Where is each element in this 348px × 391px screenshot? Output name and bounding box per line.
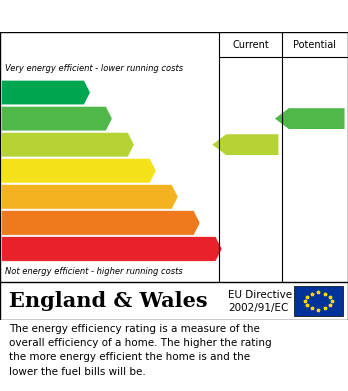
Text: EU Directive: EU Directive <box>228 290 292 300</box>
Text: Energy Efficiency Rating: Energy Efficiency Rating <box>9 7 248 25</box>
Text: C: C <box>124 137 135 152</box>
Polygon shape <box>2 237 222 261</box>
Polygon shape <box>212 134 278 155</box>
Polygon shape <box>2 106 112 131</box>
Polygon shape <box>2 185 178 209</box>
Text: (21-38): (21-38) <box>6 219 39 228</box>
Text: F: F <box>190 215 201 230</box>
Text: 2002/91/EC: 2002/91/EC <box>228 303 288 313</box>
Polygon shape <box>275 108 345 129</box>
Text: (1-20): (1-20) <box>6 244 33 253</box>
Text: A: A <box>80 85 92 100</box>
Text: (81-91): (81-91) <box>6 114 39 123</box>
Text: Very energy efficient - lower running costs: Very energy efficient - lower running co… <box>5 64 183 73</box>
Text: (39-54): (39-54) <box>6 192 39 201</box>
Text: 82: 82 <box>309 111 331 126</box>
Text: Potential: Potential <box>293 39 337 50</box>
Polygon shape <box>2 158 156 183</box>
Text: 72: 72 <box>245 137 267 152</box>
Text: E: E <box>168 189 179 204</box>
Text: (92-100): (92-100) <box>6 88 44 97</box>
Text: Current: Current <box>232 39 269 50</box>
Polygon shape <box>2 133 134 157</box>
Polygon shape <box>2 80 90 105</box>
Text: G: G <box>211 242 224 256</box>
Text: England & Wales: England & Wales <box>9 291 207 311</box>
Bar <box>294 286 343 316</box>
Text: (69-80): (69-80) <box>6 140 39 149</box>
Text: (55-68): (55-68) <box>6 166 39 175</box>
Polygon shape <box>2 211 200 235</box>
Text: Not energy efficient - higher running costs: Not energy efficient - higher running co… <box>5 267 183 276</box>
Text: The energy efficiency rating is a measure of the
overall efficiency of a home. T: The energy efficiency rating is a measur… <box>9 323 271 377</box>
Text: D: D <box>145 163 158 178</box>
Text: B: B <box>102 111 114 126</box>
